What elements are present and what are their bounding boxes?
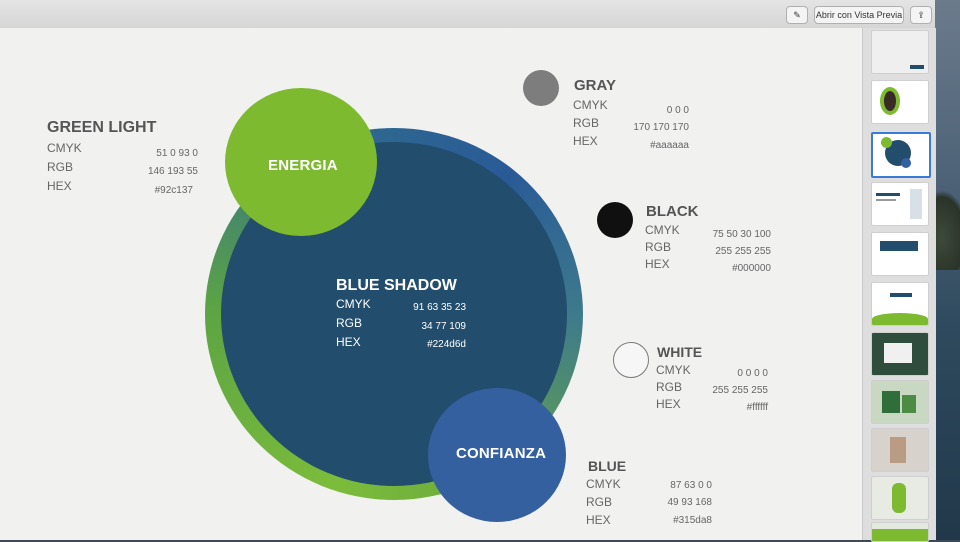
energia-circle	[225, 88, 377, 236]
thumbnail-10[interactable]	[871, 476, 929, 520]
open-with-preview-button[interactable]: Abrir con Vista Previa	[814, 6, 904, 24]
gray-swatch	[523, 70, 559, 106]
slide-canvas: ENERGIA CONFIANZA GREEN LIGHT CMYK RGB H…	[0, 28, 862, 540]
gray-name: GRAY	[574, 77, 616, 94]
white-swatch	[613, 342, 649, 378]
gray-rgb-label: RGB	[573, 116, 600, 130]
white-cmyk-value: 0 0 0 0	[737, 368, 768, 379]
thumbnail-8[interactable]	[871, 380, 929, 424]
green-light-rgb-value: 146 193 55	[147, 166, 198, 177]
black-name: BLACK	[646, 203, 699, 220]
blue-shadow-rgb-label: RGB	[336, 316, 363, 330]
thumbnail-1[interactable]	[871, 30, 929, 74]
blue-cmyk-value: 87 63 0 0	[670, 480, 712, 491]
blue-shadow-cmyk-value: 91 63 35 23	[413, 302, 466, 313]
share-icon: ⇪	[917, 10, 925, 20]
share-button[interactable]: ⇪	[910, 6, 932, 24]
green-light-hex-value: #92c137	[154, 185, 193, 196]
thumbnail-4[interactable]	[871, 182, 929, 226]
black-hex-label: HEX	[645, 257, 670, 271]
thumbnail-11[interactable]	[871, 522, 929, 542]
green-light-hex-label: HEX	[47, 179, 72, 193]
app-window: ✎ Abrir con Vista Previa ⇪ ENERGIA CONFI…	[0, 0, 936, 542]
blue-shadow-hex-value: #224d6d	[427, 339, 466, 350]
black-cmyk-value: 75 50 30 100	[712, 229, 771, 240]
green-light-cmyk-value: 51 0 93 0	[156, 148, 198, 159]
thumbnail-2[interactable]	[871, 80, 929, 124]
markup-button[interactable]: ✎	[786, 6, 808, 24]
thumbnail-6[interactable]	[871, 282, 929, 326]
gray-cmyk-label: CMYK	[573, 98, 608, 112]
white-rgb-value: 255 255 255	[712, 385, 768, 396]
confianza-circle	[428, 388, 566, 522]
white-name: WHITE	[657, 344, 703, 360]
blue-cmyk-label: CMYK	[586, 477, 621, 491]
black-rgb-value: 255 255 255	[715, 246, 771, 257]
gray-hex-label: HEX	[573, 134, 598, 148]
black-hex-value: #000000	[732, 263, 771, 274]
black-swatch	[597, 202, 633, 238]
thumbnail-3-selected[interactable]	[871, 132, 931, 178]
energia-label: ENERGIA	[268, 157, 338, 174]
white-rgb-label: RGB	[656, 380, 683, 394]
black-rgb-label: RGB	[645, 240, 672, 254]
gray-rgb-value: 170 170 170	[633, 122, 689, 133]
thumbnail-7[interactable]	[871, 332, 929, 376]
blue-hex-value: #315da8	[673, 515, 712, 526]
green-light-cmyk-label: CMYK	[47, 141, 82, 155]
white-cmyk-label: CMYK	[656, 363, 691, 377]
blue-shadow-hex-label: HEX	[336, 335, 361, 349]
white-hex-value: #ffffff	[746, 402, 768, 413]
title-bar: ✎ Abrir con Vista Previa ⇪	[0, 0, 935, 29]
blue-hex-label: HEX	[586, 513, 611, 527]
blue-name: BLUE	[588, 458, 627, 474]
gray-hex-value: #aaaaaa	[650, 140, 689, 151]
thumbnail-5[interactable]	[871, 232, 929, 276]
confianza-label: CONFIANZA	[456, 445, 547, 462]
thumbnail-9[interactable]	[871, 428, 929, 472]
blue-shadow-rgb-value: 34 77 109	[421, 321, 467, 332]
pen-icon: ✎	[793, 10, 801, 20]
blue-shadow-name: BLUE SHADOW	[336, 277, 457, 294]
black-cmyk-label: CMYK	[645, 223, 680, 237]
blue-rgb-value: 49 93 168	[667, 497, 713, 508]
blue-rgb-label: RGB	[586, 495, 613, 509]
green-light-rgb-label: RGB	[47, 160, 74, 174]
blue-shadow-cmyk-label: CMYK	[336, 297, 371, 311]
page-thumbnails-sidebar[interactable]	[862, 28, 936, 542]
green-light-name: GREEN LIGHT	[47, 119, 157, 136]
gray-cmyk-value: 0 0 0	[666, 105, 689, 116]
white-hex-label: HEX	[656, 397, 681, 411]
